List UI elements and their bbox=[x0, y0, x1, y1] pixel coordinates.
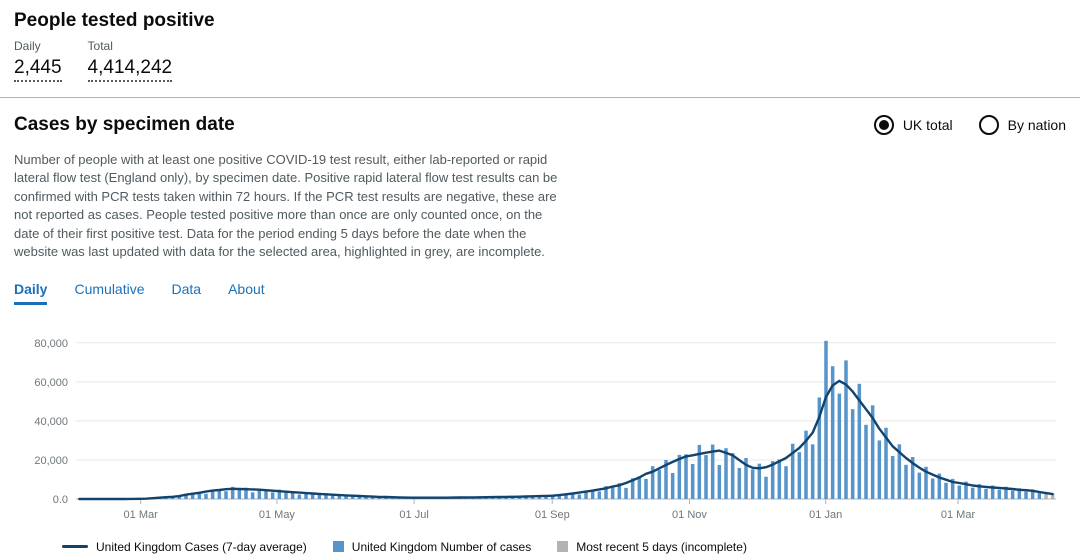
section-head: Cases by specimen date UK total By natio… bbox=[14, 114, 1066, 136]
legend-label-average: United Kingdom Cases (7-day average) bbox=[96, 539, 307, 554]
svg-text:01 Sep: 01 Sep bbox=[535, 509, 570, 521]
daily-stat-label: Daily bbox=[14, 39, 41, 53]
radio-uk-total-icon[interactable] bbox=[873, 115, 894, 135]
svg-text:01 Mar: 01 Mar bbox=[124, 509, 159, 521]
svg-text:01 May: 01 May bbox=[259, 509, 296, 521]
summary-header: People tested positive Daily 2,445 Total… bbox=[14, 10, 1066, 82]
svg-text:01 Mar: 01 Mar bbox=[941, 509, 976, 521]
legend-item-incomplete: Most recent 5 days (incomplete) bbox=[557, 540, 747, 554]
svg-text:20,000: 20,000 bbox=[34, 455, 68, 467]
cases-chart[interactable]: 0.0 20,000 40,000 60,000 80,000 01 Mar 01 May 0… bbox=[14, 319, 1066, 531]
svg-text:01 Jul: 01 Jul bbox=[399, 509, 428, 521]
tab-data[interactable]: Data bbox=[171, 280, 202, 297]
cases-section: Cases by specimen date UK total By natio… bbox=[14, 114, 1066, 554]
total-stat-label: Total bbox=[87, 39, 113, 53]
radio-by-nation-icon[interactable] bbox=[978, 115, 999, 135]
total-stat: Total 4,414,242 bbox=[87, 39, 173, 82]
chart-container: 0.0 20,000 40,000 60,000 80,000 01 Mar 01 May 0… bbox=[14, 319, 1066, 536]
tab-about[interactable]: About bbox=[228, 280, 265, 297]
radio-by-nation-label: By nation bbox=[1007, 117, 1066, 133]
legend-item-average: United Kingdom Cases (7-day average) bbox=[62, 540, 307, 554]
radio-by-nation[interactable]: By nation bbox=[978, 115, 1066, 135]
tab-cumulative[interactable]: Cumulative bbox=[74, 280, 145, 297]
svg-text:01 Nov: 01 Nov bbox=[672, 509, 707, 521]
daily-stat: Daily 2,445 bbox=[14, 39, 62, 82]
chart-legend: United Kingdom Cases (7-day average) Uni… bbox=[14, 540, 1066, 554]
bar-swatch-icon bbox=[332, 541, 344, 553]
total-stat-value[interactable]: 4,414,242 bbox=[87, 57, 173, 82]
svg-text:80,000: 80,000 bbox=[34, 338, 68, 350]
page-title: People tested positive bbox=[14, 10, 215, 31]
radio-uk-total[interactable]: UK total bbox=[873, 115, 953, 135]
svg-text:01 Jan: 01 Jan bbox=[809, 509, 842, 521]
svg-text:60,000: 60,000 bbox=[34, 377, 68, 389]
svg-text:0.0: 0.0 bbox=[53, 494, 68, 506]
line-swatch-icon bbox=[62, 545, 88, 549]
legend-item-cases: United Kingdom Number of cases bbox=[332, 539, 532, 554]
daily-stat-value[interactable]: 2,445 bbox=[14, 57, 62, 82]
tab-daily[interactable]: Daily bbox=[14, 281, 48, 305]
radio-uk-total-label: UK total bbox=[902, 117, 953, 133]
area-toggle-group: UK total By nation bbox=[873, 115, 1066, 135]
svg-text:40,000: 40,000 bbox=[34, 416, 68, 428]
section-description: Number of people with at least one posit… bbox=[14, 152, 558, 260]
section-divider bbox=[0, 97, 1080, 98]
legend-label-incomplete: Most recent 5 days (incomplete) bbox=[576, 539, 747, 554]
incomplete-swatch-icon bbox=[557, 541, 569, 553]
legend-label-cases: United Kingdom Number of cases bbox=[351, 539, 532, 554]
summary-stats: Daily 2,445 Total 4,414,242 bbox=[14, 39, 1066, 82]
chart-tabs: Daily Cumulative Data About bbox=[14, 281, 1066, 305]
section-title: Cases by specimen date bbox=[14, 114, 235, 135]
